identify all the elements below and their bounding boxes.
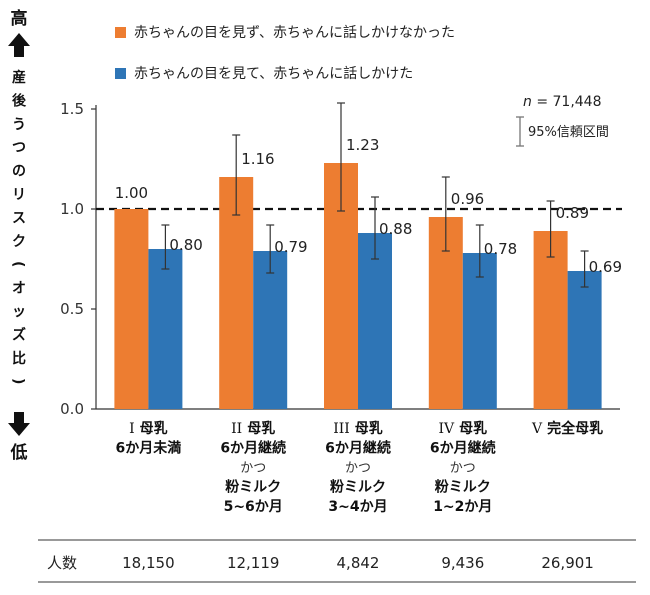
bars <box>114 163 602 409</box>
sample-size-annotation: n = 71,448 <box>523 94 602 110</box>
y-axis-title-char: の <box>12 164 26 180</box>
category-label-line: 粉ミルク <box>435 479 491 496</box>
ci-legend: 95%信頼区間 <box>516 116 609 147</box>
category-label-text: 母乳 <box>247 420 275 437</box>
legend-swatch-series-1 <box>115 27 126 38</box>
y-bottom-label: 低 <box>10 442 28 463</box>
category-label-line: II 母乳 <box>231 420 275 437</box>
table-cell: 12,119 <box>227 554 280 572</box>
category-label-line: かつ <box>240 461 266 476</box>
y-axis-title-char: ク <box>12 234 26 250</box>
y-axis-title-char: リ <box>12 187 26 203</box>
data-label-series-2: 0.80 <box>169 236 202 254</box>
n-symbol: n <box>523 94 532 110</box>
table-header: 人数 <box>47 554 77 572</box>
category-label-line: V 完全母乳 <box>531 420 603 437</box>
category-numeral: IV <box>438 421 455 437</box>
data-label-series-2: 0.78 <box>484 240 517 258</box>
arrow-up-icon <box>8 33 30 57</box>
bar-series-1 <box>114 209 149 409</box>
y-axis-title-char: オ <box>12 281 26 297</box>
category-label-text: 母乳 <box>459 420 487 437</box>
y-tick-label: 0.0 <box>60 400 84 418</box>
data-label-series-1: 0.89 <box>556 204 589 222</box>
svg-text:n = 71,448: n = 71,448 <box>523 94 602 110</box>
category-label-line: 1~2か月 <box>433 499 492 515</box>
table-values: 18,150 12,119 4,842 9,436 26,901 <box>122 554 594 572</box>
category-label-line: 5~6か月 <box>224 499 283 515</box>
bar-series-2 <box>462 253 497 409</box>
category-label-line: IV 母乳 <box>438 420 487 437</box>
category-label-line: I 母乳 <box>129 420 168 437</box>
category-label-line: 3~4か月 <box>328 499 387 515</box>
error-bars <box>161 102 589 288</box>
data-label-series-1: 0.96 <box>451 190 484 208</box>
table-cell: 18,150 <box>122 554 175 572</box>
data-label-series-1: 1.00 <box>115 184 148 202</box>
data-label-series-2: 0.79 <box>274 238 307 256</box>
y-axis-title-char: 産 <box>12 69 26 86</box>
category-label-line: かつ <box>450 461 476 476</box>
data-label-series-1: 1.23 <box>346 136 379 154</box>
legend-label-series-1: 赤ちゃんの目を見ず、赤ちゃんに話しかけなかった <box>134 24 455 41</box>
category-numeral: I <box>129 421 135 437</box>
bar-series-1 <box>219 177 254 409</box>
arrow-down-icon <box>8 412 30 436</box>
y-tick-label: 1.5 <box>60 100 84 118</box>
category-label-text: 完全母乳 <box>547 420 603 437</box>
y-axis-title-char: 後 <box>12 92 27 109</box>
data-labels: 1.00 0.80 1.16 0.79 1.23 0.88 0.96 0.78 0.89 0.69 <box>115 136 622 276</box>
category-label-line: 6か月継続 <box>220 440 286 457</box>
category-label-line: 6か月継続 <box>430 440 496 457</box>
bar-series-1 <box>533 231 568 409</box>
category-label-text: 母乳 <box>355 420 383 437</box>
y-tick-label: 1.0 <box>60 200 84 218</box>
legend-label-series-2: 赤ちゃんの目を見て、赤ちゃんに話しかけた <box>134 65 413 82</box>
y-axis-title-char: う <box>12 117 26 133</box>
data-label-series-2: 0.88 <box>379 220 412 238</box>
y-axis-title-char: 比 <box>12 350 26 367</box>
bar-series-2 <box>567 271 602 409</box>
data-label-series-1: 1.16 <box>241 150 274 168</box>
ci-legend-label: 95%信頼区間 <box>528 125 609 140</box>
data-label-series-2: 0.69 <box>589 258 622 276</box>
y-axis-title-char: ッ <box>12 304 26 320</box>
category-numeral: V <box>531 421 543 437</box>
y-axis-title-char: ) <box>10 378 26 384</box>
bar-series-2 <box>358 233 392 409</box>
category-label-line: 粉ミルク <box>225 479 281 496</box>
table-cell: 26,901 <box>541 554 594 572</box>
category-numeral: II <box>231 421 242 437</box>
table-cell: 9,436 <box>441 554 484 572</box>
y-top-label: 高 <box>11 8 28 29</box>
y-axis-title-char: ス <box>12 210 26 226</box>
y-axis-title-char: ズ <box>12 326 26 343</box>
bar-series-2 <box>253 251 288 409</box>
count-table: 人数 18,150 12,119 4,842 9,436 26,901 <box>38 539 636 583</box>
y-axis-title-char: ( <box>10 261 26 267</box>
bar-series-2 <box>148 249 183 409</box>
category-label-line: 粉ミルク <box>330 479 386 496</box>
legend: 赤ちゃんの目を見ず、赤ちゃんに話しかけなかった 赤ちゃんの目を見て、赤ちゃんに話… <box>115 24 455 82</box>
category-label-line: 6か月未満 <box>116 440 182 457</box>
category-label-line: III 母乳 <box>333 420 383 437</box>
y-tick-label: 0.5 <box>60 300 84 318</box>
legend-swatch-series-2 <box>115 68 126 79</box>
y-axis-title-char: つ <box>12 140 26 156</box>
category-label-line: かつ <box>345 461 371 476</box>
category-numeral: III <box>333 421 350 437</box>
category-label-text: 母乳 <box>140 420 168 437</box>
category-label-line: 6か月継続 <box>325 440 391 457</box>
table-cell: 4,842 <box>337 554 380 572</box>
n-value: = 71,448 <box>532 94 602 110</box>
